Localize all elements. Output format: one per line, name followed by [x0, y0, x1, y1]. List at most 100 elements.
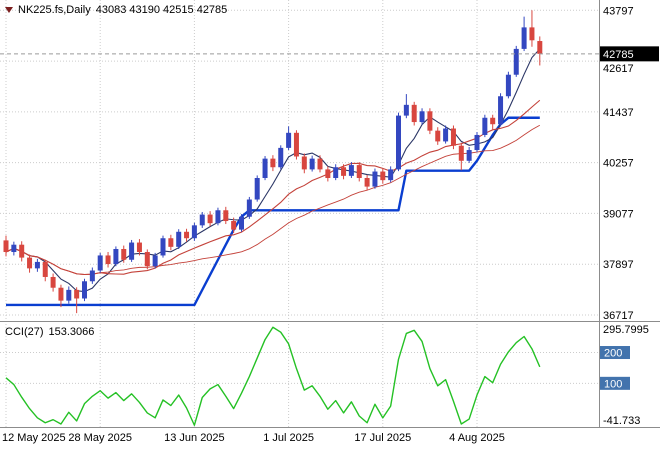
candle-body [144, 252, 150, 267]
current-price-label: 42785 [603, 49, 634, 61]
candle-body [286, 132, 292, 148]
candle-body [505, 74, 511, 97]
candle-body [136, 242, 142, 253]
price-axis-label[interactable]: 39077 [603, 208, 634, 220]
time-axis-label[interactable]: 13 Jun 2025 [164, 432, 225, 444]
price-axis-label[interactable]: 36717 [603, 310, 634, 322]
time-axis-label[interactable]: 12 May 2025 [2, 432, 66, 444]
symbol-period-label: NK225.fs,Daily [18, 4, 91, 16]
candle-body [278, 147, 284, 168]
candle-body [262, 158, 268, 178]
candle-body [341, 167, 347, 176]
time-axis-label[interactable]: 17 Jul 2025 [354, 432, 411, 444]
candle-body [458, 145, 464, 161]
candle-body [348, 165, 354, 176]
indicator-value: 153.3066 [48, 326, 95, 338]
price-axis-label[interactable]: 43797 [603, 5, 634, 17]
candle-body [129, 242, 135, 260]
candle-body [388, 169, 394, 181]
cci-level-badge [600, 346, 630, 360]
candle-body [42, 261, 48, 277]
price-axis-label[interactable]: 37897 [603, 259, 634, 271]
indicator-name-label: CCI(27) [5, 326, 44, 338]
candle-body [301, 156, 307, 170]
candle-body [27, 257, 33, 269]
candle-body [168, 238, 174, 247]
candle-body [11, 244, 17, 253]
candle-body [364, 177, 370, 187]
cci-level-badge-label: 100 [604, 378, 622, 390]
candle-body [403, 104, 409, 116]
candle-body [199, 214, 205, 226]
candle-body [223, 210, 229, 222]
candle-body [176, 231, 182, 247]
candle-body [466, 150, 472, 161]
ma-fast-line [5, 48, 541, 293]
candle-body [231, 221, 237, 230]
candle-body [317, 158, 323, 170]
candle-body [498, 96, 504, 125]
candle-body [113, 248, 119, 265]
candle-body [411, 104, 417, 123]
candle-body [372, 171, 378, 187]
candles-layer [3, 10, 543, 314]
candle-body [184, 231, 190, 239]
candle-body [427, 111, 433, 131]
candle-body [89, 270, 95, 282]
candle-body [191, 225, 197, 239]
cci-max-label: 295.7995 [603, 324, 649, 336]
time-axis-label[interactable]: 28 May 2025 [68, 432, 132, 444]
candle-body [121, 248, 127, 260]
candle-body [490, 117, 496, 125]
candle-body [105, 255, 111, 265]
candle-body [160, 238, 166, 256]
candle-body [19, 244, 25, 258]
candle-body [333, 167, 339, 178]
cci-line [5, 326, 541, 426]
candle-body [396, 115, 401, 170]
ohlc-values: 43083 43190 42515 42785 [95, 4, 228, 16]
candle-body [152, 255, 158, 267]
cci-level-badge-label: 200 [604, 348, 622, 360]
time-axis-label[interactable]: 1 Jul 2025 [263, 432, 314, 444]
time-axis-label[interactable]: 4 Aug 2025 [449, 432, 505, 444]
candle-body [435, 130, 441, 142]
cci-level-badge [600, 376, 630, 390]
candle-body [356, 165, 362, 178]
candle-body [66, 289, 72, 301]
candle-body [482, 117, 488, 135]
price-axis-label[interactable]: 40257 [603, 158, 634, 170]
collapse-arrow-icon[interactable] [5, 7, 13, 13]
grid-layer [0, 0, 598, 427]
cci-min-label: -41.733 [603, 415, 640, 427]
candle-body [82, 281, 87, 299]
price-axis-label[interactable]: 41437 [603, 107, 634, 119]
candle-body [380, 171, 386, 181]
candle-body [58, 287, 64, 301]
candle-body [529, 27, 535, 41]
price-axis-label[interactable]: 42617 [603, 63, 634, 75]
candle-body [215, 210, 221, 224]
candle-body [513, 48, 519, 75]
candle-body [293, 132, 299, 157]
candle-body [450, 128, 456, 146]
candle-body [270, 158, 276, 168]
candle-body [521, 27, 527, 49]
candle-body [97, 255, 103, 271]
candle-body [325, 169, 331, 178]
support-step-line [6, 116, 540, 307]
candle-body [474, 134, 480, 151]
candle-body [207, 214, 213, 224]
ma-mid-line [5, 99, 541, 276]
candle-body [246, 199, 252, 217]
candle-body [3, 240, 9, 253]
chart-header: NK225.fs,Daily 43083 43190 42515 42785 [5, 4, 227, 16]
candle-body [309, 158, 315, 170]
candle-body [74, 289, 80, 299]
candle-body [537, 41, 543, 54]
candle-body [34, 261, 40, 269]
current-price-box [600, 46, 659, 62]
candle-body [50, 276, 56, 288]
